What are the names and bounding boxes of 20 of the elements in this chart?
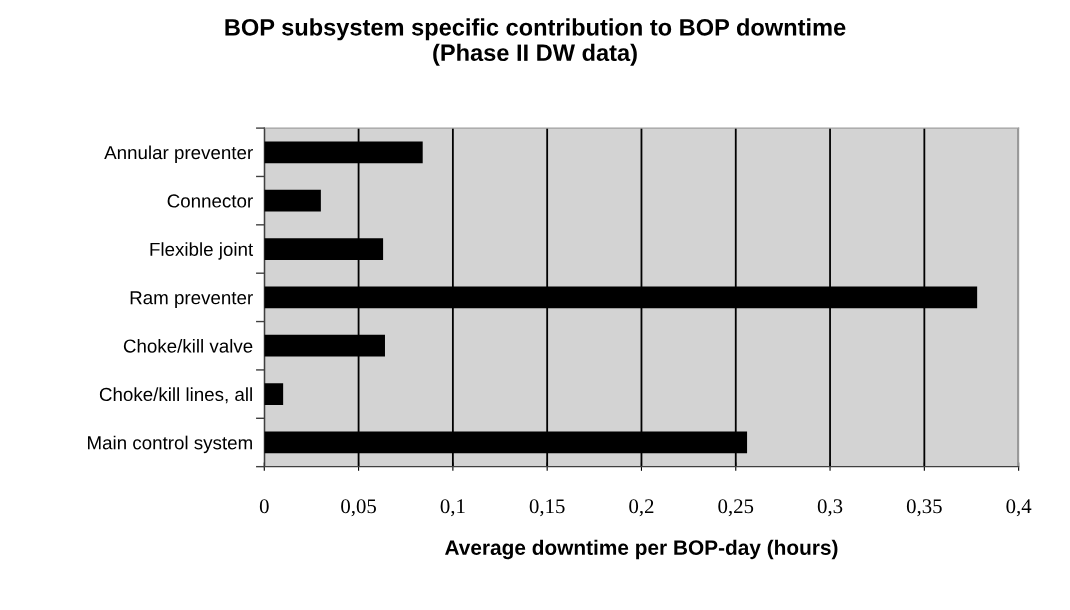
- y-tick-label: Choke/kill valve: [123, 338, 253, 353]
- x-tick-label: 0,2: [629, 499, 654, 517]
- x-tick-label: 0,05: [341, 499, 376, 517]
- y-tick-label: Flexible joint: [150, 242, 254, 260]
- y-tick-label: Annular preventer: [104, 145, 253, 163]
- chart-title: BOP subsystem specific contribution to BOP downtime (Phase II DW data): [225, 18, 846, 66]
- y-tick-label: Main control system: [88, 435, 252, 454]
- y-tick-label: Choke/kill lines, all: [99, 387, 252, 404]
- x-tick-label: 0: [259, 499, 269, 514]
- bar: [264, 383, 284, 405]
- bar: [264, 189, 321, 212]
- x-tick-label: 0,35: [906, 499, 942, 517]
- y-tick-label: Connector: [167, 194, 253, 208]
- x-axis-title: Average downtime per BOP-day (hours): [445, 539, 838, 560]
- x-tick-label: 0,4: [1006, 499, 1032, 517]
- y-tick-label: Ram preventer: [130, 291, 253, 309]
- x-tick-label: 0,15: [529, 499, 565, 517]
- x-tick-label: 0,1: [440, 499, 465, 517]
- x-tick-label: 0,25: [718, 499, 754, 517]
- x-tick-label: 0,3: [817, 499, 843, 517]
